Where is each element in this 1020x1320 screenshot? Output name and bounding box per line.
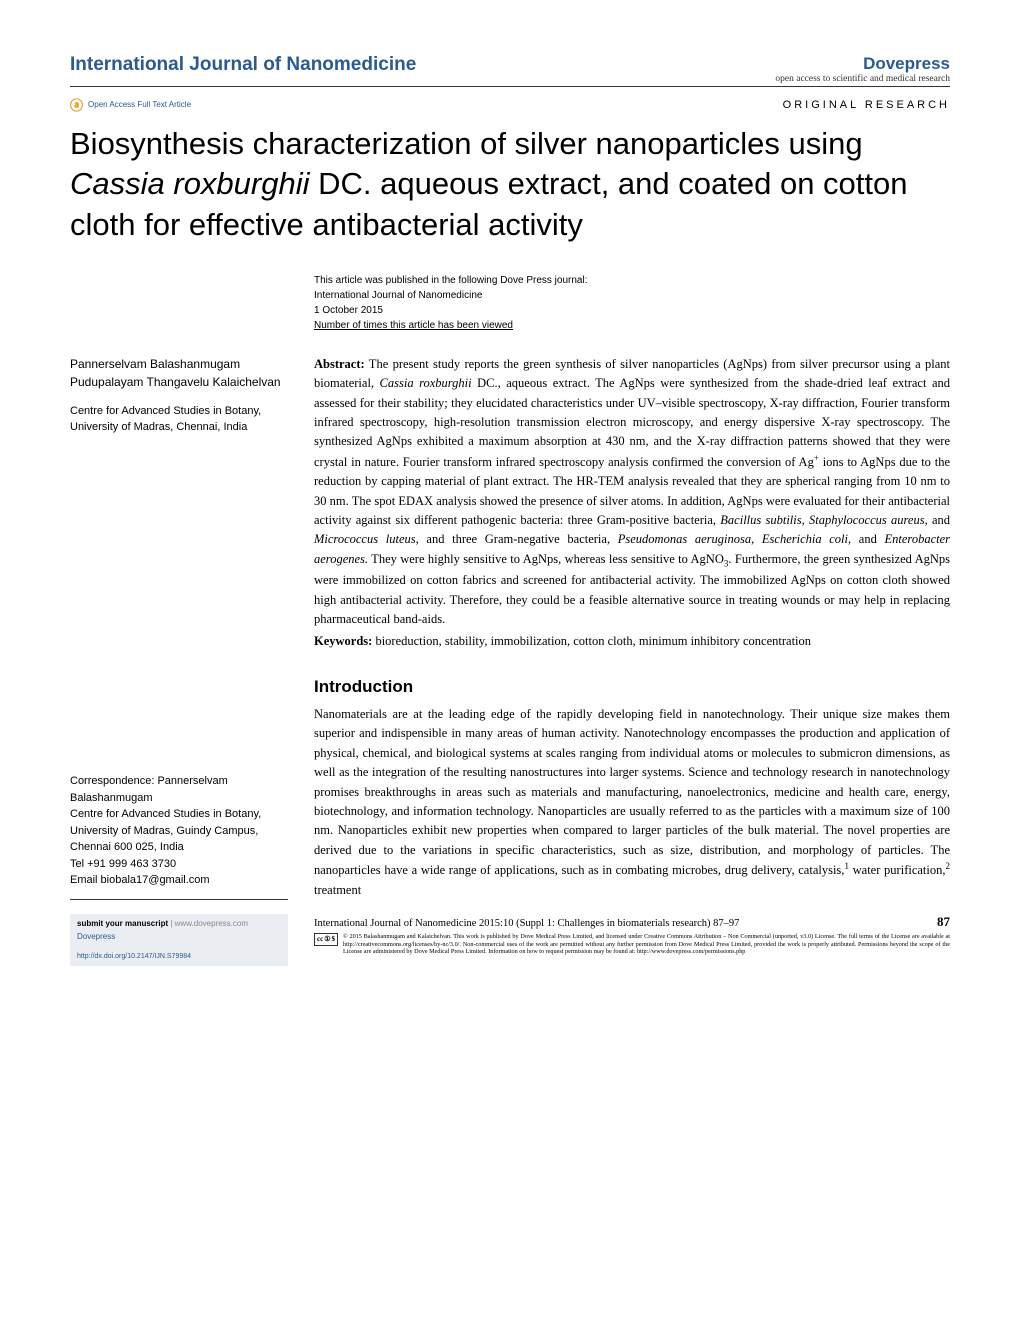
license-text: © 2015 Balashanmugam and Kalaichelvan. T… [343, 933, 950, 956]
intro-text: Nanomaterials are at the leading edge of… [314, 705, 950, 900]
journal-name: International Journal of Nanomedicine [70, 54, 416, 76]
correspondence-block: Correspondence: Pannerselvam Balashanmug… [70, 773, 288, 900]
abstract: Abstract: The present study reports the … [314, 355, 950, 629]
affiliation: Centre for Advanced Studies in Botany, U… [70, 403, 288, 436]
author-2: Pudupalayam Thangavelu Kalaichelvan [70, 373, 288, 391]
keywords: Keywords: bioreduction, stability, immob… [314, 632, 950, 651]
view-count-link[interactable]: Number of times this article has been vi… [314, 318, 950, 333]
cc-badge-icon: cc①$ [314, 933, 338, 946]
research-type: ORIGINAL RESEARCH [783, 99, 950, 111]
open-access-badge[interactable]: ⓐ Open Access Full Text Article [70, 95, 191, 114]
sidebar: Pannerselvam Balashanmugam Pudupalayam T… [70, 355, 288, 900]
dovepress-link[interactable]: Dovepress [77, 932, 115, 941]
authors-block: Pannerselvam Balashanmugam Pudupalayam T… [70, 355, 288, 391]
open-access-icon: ⓐ [70, 95, 83, 114]
page-header: International Journal of Nanomedicine Do… [70, 54, 950, 87]
open-access-text: Open Access Full Text Article [88, 100, 191, 109]
article-body: Abstract: The present study reports the … [314, 355, 950, 900]
doi-link[interactable]: http://dx.doi.org/10.2147/IJN.S79984 [77, 953, 191, 960]
author-1: Pannerselvam Balashanmugam [70, 355, 288, 373]
intro-heading: Introduction [314, 674, 950, 700]
publisher-block: Dovepress open access to scientific and … [775, 54, 950, 84]
footer-submit-box: submit your manuscript | www.dovepress.c… [70, 914, 288, 966]
publication-info: This article was published in the follow… [314, 273, 950, 333]
citation-text: International Journal of Nanomedicine 20… [314, 917, 739, 931]
submit-manuscript-link[interactable]: submit your manuscript [77, 919, 168, 928]
publisher-name: Dovepress [775, 54, 950, 74]
article-type-row: ⓐ Open Access Full Text Article ORIGINAL… [70, 95, 950, 114]
article-title: Biosynthesis characterization of silver … [70, 124, 950, 245]
publisher-tagline: open access to scientific and medical re… [775, 74, 950, 84]
main-content: Pannerselvam Balashanmugam Pudupalayam T… [70, 355, 950, 900]
footer-citation-box: International Journal of Nanomedicine 20… [314, 914, 950, 966]
page-footer: submit your manuscript | www.dovepress.c… [70, 914, 950, 966]
page-number: 87 [937, 914, 950, 931]
